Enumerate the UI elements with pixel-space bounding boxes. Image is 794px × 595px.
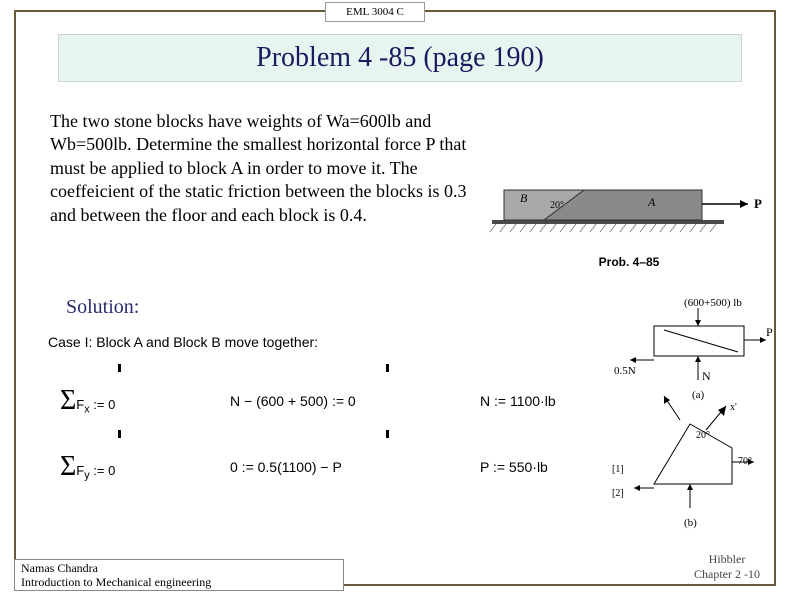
slide-title: Problem 4 -85 (page 190) [256,42,544,73]
tick-mark [118,430,121,438]
equation-row-2: ΣFy := 0 0 := 0.5(1100) − P P := 550·lb [60,442,560,492]
sigma-fx: ΣFx := 0 [60,385,120,417]
fbd-weight: (600+500) lb [684,297,742,309]
fbd-normal: N [702,369,711,383]
course-code: EML 3004 C [346,6,404,18]
figure-caption: Prob. 4–85 [484,255,774,269]
angle-label: 20° [550,200,564,211]
footer-chapter: Chapter 2 -10 [694,567,760,581]
tick-mark [386,364,389,372]
fbd-angle1: 20° [696,430,710,441]
fbd-p: P [766,325,773,339]
tick-mark [386,430,389,438]
course-code-box: EML 3004 C [325,2,425,22]
fbd-friction: 0.5N [614,365,636,377]
problem-statement: The two stone blocks have weights of Wa=… [50,110,470,227]
sigma-fy: ΣFy := 0 [60,451,120,483]
svg-text:x': x' [730,402,737,413]
eq1-mid: N − (600 + 500) := 0 [230,393,356,409]
figure-svg: B 20° A P [484,176,774,256]
fbd-ref2: [2] [612,488,624,499]
block-a-label: A [647,195,656,209]
eq2-mid: 0 := 0.5(1100) − P [230,459,342,475]
block-b-label: B [520,191,528,205]
solution-label: Solution: [66,296,139,319]
title-box: Problem 4 -85 (page 190) [58,34,742,82]
fbd-part-b: (b) [684,517,697,529]
fbd-part-a: (a) [692,389,705,401]
eq2-right: P := 550·lb [480,459,548,475]
force-p-label: P [754,196,762,211]
problem-figure: B 20° A P Prob. 4–85 [484,176,774,256]
tick-mark [118,364,121,372]
fbd-ref1: [1] [612,464,624,475]
eq1-right: N := 1100·lb [480,393,556,409]
fbd-sketch: (600+500) lb P 0.5N N (a) x' 20° 70° [594,294,774,544]
equation-row-1: ΣFx := 0 N − (600 + 500) := 0 N := 1100·… [60,376,560,426]
author-box: Namas Chandra Introduction to Mechanical… [14,559,344,591]
author-course: Introduction to Mechanical engineering [21,576,337,590]
footer-book: Hibbler [694,552,760,566]
author-name: Namas Chandra [21,562,337,576]
case-label: Case I: Block A and Block B move togethe… [48,334,318,350]
equations-block: ΣFx := 0 N − (600 + 500) := 0 N := 1100·… [60,376,560,516]
footer-right: Hibbler Chapter 2 -10 [694,552,760,581]
